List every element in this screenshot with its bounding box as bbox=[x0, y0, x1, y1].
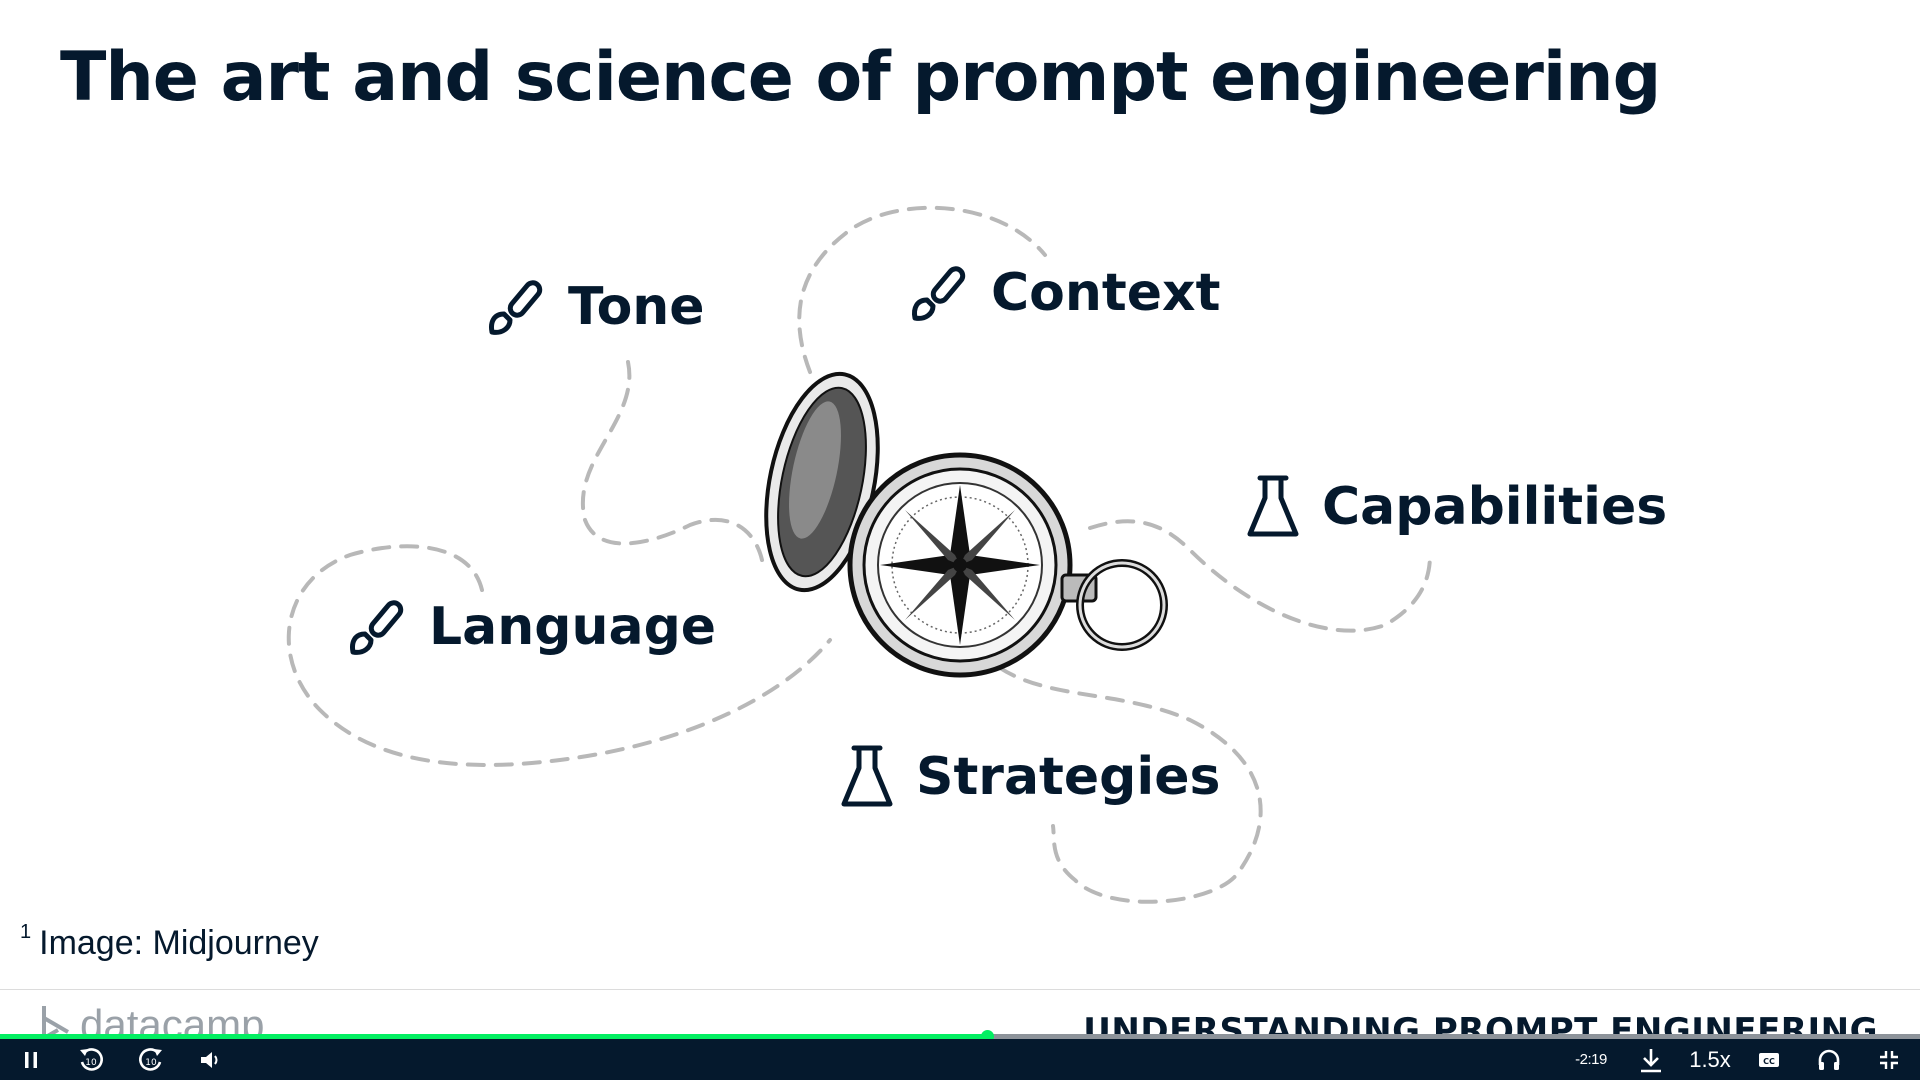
volume-icon bbox=[201, 1051, 218, 1068]
path-strategies bbox=[998, 666, 1263, 904]
topic-tone: Tone bbox=[484, 276, 705, 338]
time-remaining: -2:19 bbox=[1575, 1051, 1607, 1068]
path-capabilities bbox=[1088, 519, 1432, 633]
slide-title: The art and science of prompt engineerin… bbox=[60, 38, 1661, 117]
flask-icon bbox=[841, 745, 893, 807]
download-button[interactable] bbox=[1636, 1039, 1666, 1080]
datacamp-logo: datacamp bbox=[40, 1004, 264, 1036]
volume-button[interactable] bbox=[196, 1039, 226, 1080]
audio-only-button[interactable] bbox=[1814, 1039, 1844, 1080]
diagram-paths bbox=[286, 205, 1432, 904]
datacamp-logo-icon bbox=[42, 1006, 70, 1036]
rewind-10-icon: 10 bbox=[80, 1047, 103, 1071]
download-icon bbox=[1641, 1048, 1661, 1072]
path-language bbox=[286, 544, 832, 767]
path-tone bbox=[581, 360, 764, 562]
footer-divider bbox=[0, 989, 1920, 990]
paintbrush-icon bbox=[912, 266, 966, 321]
exit-fullscreen-button[interactable] bbox=[1874, 1039, 1904, 1080]
topic-label: Context bbox=[991, 263, 1221, 323]
topic-capabilities: Capabilities bbox=[1246, 474, 1667, 540]
footnote-text: Image: Midjourney bbox=[39, 924, 319, 962]
topic-context: Context bbox=[907, 262, 1220, 324]
svg-text:10: 10 bbox=[85, 1058, 97, 1068]
topic-label: Language bbox=[429, 597, 717, 657]
captions-button[interactable]: CC bbox=[1754, 1039, 1784, 1080]
image-credit-footnote: 1 Image: Midjourney bbox=[20, 920, 319, 963]
playback-speed-button[interactable]: 1.5x bbox=[1689, 1046, 1731, 1072]
topic-label: Strategies bbox=[916, 747, 1221, 807]
flask-icon bbox=[1247, 475, 1299, 537]
exit-fullscreen-icon bbox=[1880, 1050, 1898, 1069]
svg-text:10: 10 bbox=[145, 1058, 157, 1068]
topic-language: Language bbox=[345, 596, 716, 658]
path-context bbox=[797, 205, 1047, 374]
video-controls-bar: 10 10 -2:19 1.5x CC bbox=[0, 1039, 1920, 1080]
paintbrush-icon bbox=[489, 280, 543, 335]
forward-10-icon: 10 bbox=[139, 1047, 162, 1071]
topic-label: Tone bbox=[568, 277, 705, 337]
pause-icon bbox=[25, 1051, 37, 1068]
footnote-marker: 1 bbox=[20, 920, 32, 943]
topic-strategies: Strategies bbox=[840, 744, 1220, 810]
progress-fill bbox=[0, 1034, 987, 1039]
headphones-icon bbox=[1818, 1049, 1840, 1070]
pause-button[interactable] bbox=[16, 1039, 46, 1080]
brand-name: datacamp bbox=[80, 1004, 265, 1036]
topic-label: Capabilities bbox=[1322, 477, 1668, 537]
captions-icon: CC bbox=[1759, 1052, 1779, 1067]
svg-text:CC: CC bbox=[1763, 1057, 1775, 1066]
compass-illustration bbox=[764, 371, 1168, 678]
forward-10-button[interactable]: 10 bbox=[134, 1039, 168, 1080]
rewind-10-button[interactable]: 10 bbox=[74, 1039, 108, 1080]
paintbrush-icon bbox=[350, 600, 404, 655]
